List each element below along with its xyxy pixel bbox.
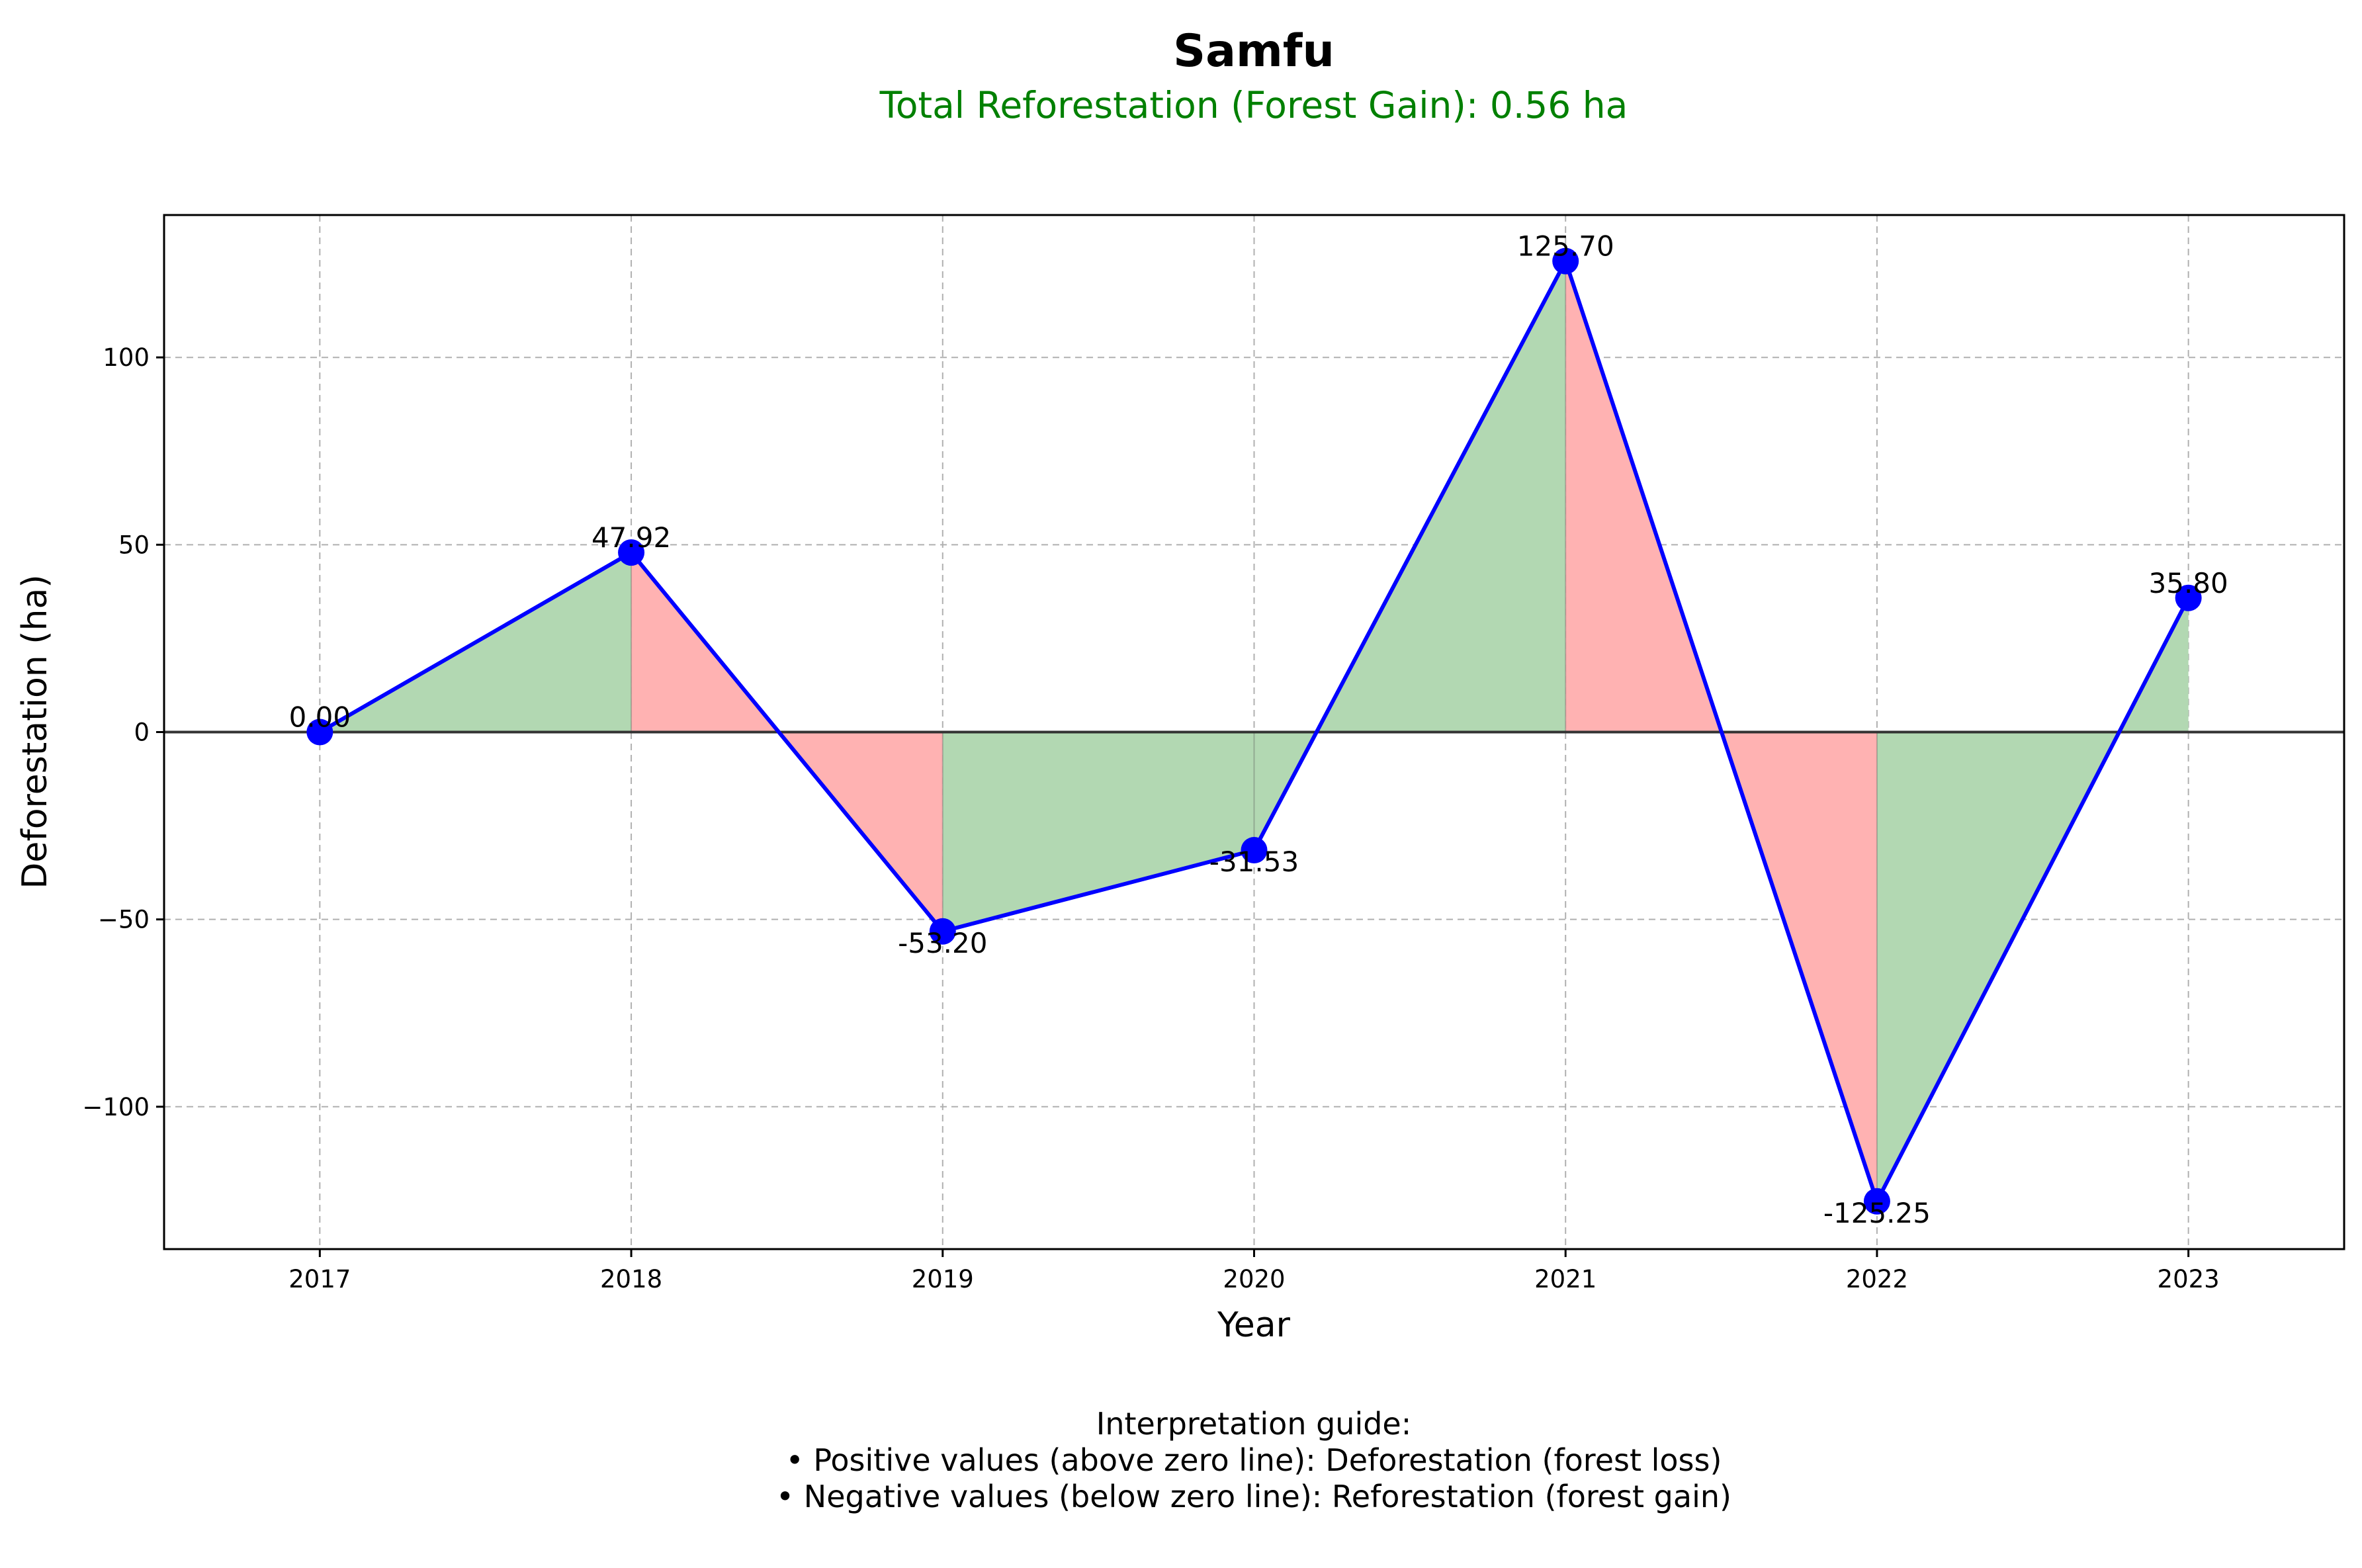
interpretation-line-negative: • Negative values (below zero line): Ref… (776, 1479, 1731, 1514)
data-label: 47.92 (591, 521, 671, 554)
data-label: 125.70 (1517, 230, 1614, 263)
x-tick-label: 2018 (600, 1265, 662, 1293)
data-point-marker (1552, 247, 1579, 275)
data-labels: 0.00 47.92 -53.20 -31.53 125.70 -125.25 35.80 (289, 230, 2228, 1229)
y-tick-label: −100 (82, 1093, 150, 1121)
y-axis-ticks: −100 −50 0 50 100 (82, 343, 164, 1121)
x-tick-label: 2023 (2158, 1265, 2220, 1293)
x-tick-label: 2022 (1846, 1265, 1908, 1293)
x-tick-label: 2021 (1534, 1265, 1597, 1293)
data-label: 0.00 (289, 701, 351, 734)
interpretation-line-positive: • Positive values (above zero line): Def… (786, 1442, 1722, 1478)
y-tick-label: −50 (98, 906, 150, 934)
markers (306, 247, 2202, 1215)
data-label: -53.20 (898, 927, 987, 959)
x-tick-label: 2019 (912, 1265, 974, 1293)
data-label: -125.25 (1823, 1197, 1931, 1229)
x-axis-label: Year (1217, 1305, 1291, 1345)
y-tick-label: 100 (103, 343, 150, 372)
data-point-marker (618, 539, 645, 566)
chart-title: Samfu (1173, 25, 1334, 77)
data-label: 35.80 (2149, 567, 2228, 599)
y-axis-label: Deforestation (ha) (15, 574, 55, 889)
x-tick-label: 2020 (1223, 1265, 1285, 1293)
data-point-marker (2175, 584, 2202, 611)
data-label: -31.53 (1209, 846, 1299, 878)
data-point-marker (1863, 1188, 1890, 1215)
x-axis-ticks: 2017 2018 2019 2020 2021 2022 2023 (288, 1249, 2220, 1293)
data-point-marker (306, 719, 333, 746)
fill-segment (942, 732, 1254, 932)
data-point-marker (1241, 837, 1268, 864)
y-tick-label: 50 (118, 531, 150, 559)
interpretation-heading: Interpretation guide: (1096, 1406, 1411, 1442)
y-tick-label: 0 (134, 719, 150, 747)
x-tick-label: 2017 (288, 1265, 351, 1293)
chart-subtitle: Total Reforestation (Forest Gain): 0.56 … (879, 84, 1628, 126)
data-point-marker (929, 918, 956, 945)
